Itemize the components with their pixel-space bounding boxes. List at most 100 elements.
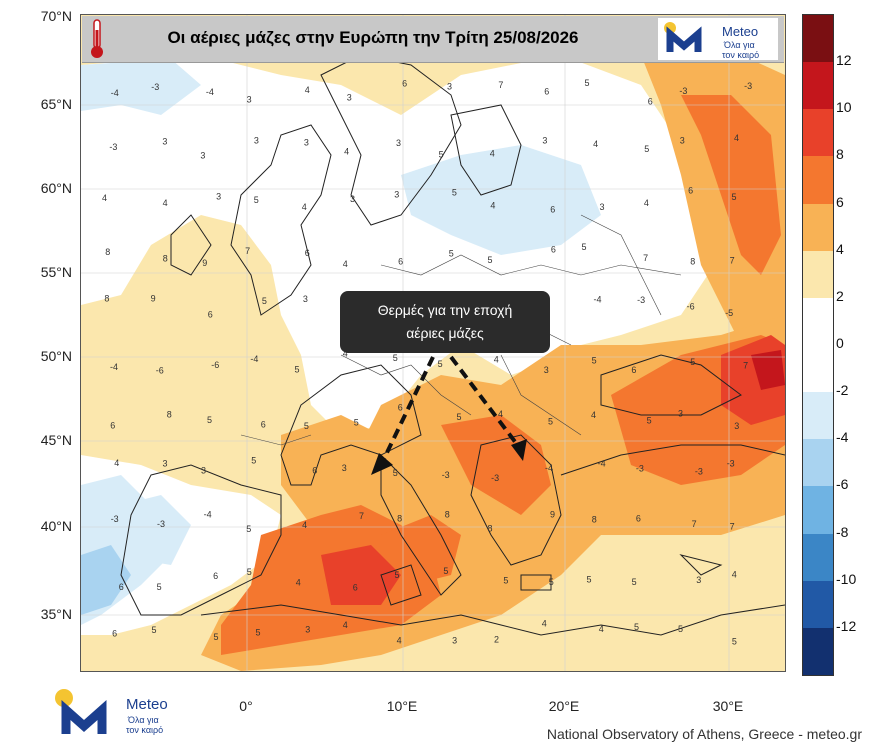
legend-color-cell <box>803 62 833 110</box>
legend-level-label: -2 <box>836 382 849 399</box>
map-value: 6 <box>208 310 213 320</box>
map-value: 4 <box>591 410 596 420</box>
map-value: 3 <box>201 466 206 476</box>
map-value: 7 <box>743 361 748 371</box>
map-value: 6 <box>544 87 549 97</box>
callout-line-1: Θερμές για την εποχή <box>377 302 513 318</box>
legend-color-cell <box>803 439 833 487</box>
very-hot-zone-africa <box>321 545 401 605</box>
legend-level-label: 8 <box>836 146 844 163</box>
map-value: 4 <box>490 200 495 210</box>
map-value: 8 <box>104 294 109 304</box>
meteo-m-logo-bottom-icon <box>55 689 107 734</box>
map-value: 3 <box>452 636 457 646</box>
graticule <box>81 15 785 671</box>
legend-level-label: 4 <box>836 240 844 257</box>
extreme-zone-ukraine <box>751 350 785 390</box>
map-value: 5 <box>634 622 639 632</box>
legend-color-cell <box>803 203 833 252</box>
map-value: 5 <box>157 582 162 592</box>
map-value: 3 <box>303 294 308 304</box>
map-value: 5 <box>214 632 219 642</box>
map-value: -6 <box>687 301 695 311</box>
map-value: 5 <box>207 415 212 425</box>
map-value: -3 <box>491 473 499 483</box>
map-value: 5 <box>304 421 309 431</box>
hot-zone-tyrrhenian <box>381 515 461 585</box>
map-value: 5 <box>262 296 267 306</box>
map-value: 3 <box>305 625 310 635</box>
map-value: -4 <box>545 463 553 473</box>
arrows <box>379 355 521 466</box>
legend-color-cell <box>803 250 833 299</box>
map-value: 3 <box>680 136 685 146</box>
map-title: Οι αέριες μάζες στην Ευρώπη την Τρίτη 25… <box>167 28 579 47</box>
arrow-head-right <box>511 439 527 461</box>
map-value: 6 <box>305 248 310 258</box>
map-value: 4 <box>343 348 348 358</box>
map-value: 5 <box>582 242 587 252</box>
logo-tagline-1-bottom: Όλα για <box>128 715 159 725</box>
lat-label: 40°N <box>40 518 72 534</box>
map-value: 5 <box>690 357 695 367</box>
cold-zone-scandinavia <box>401 145 601 255</box>
map-value: 5 <box>393 353 398 363</box>
map-value: 5 <box>457 412 462 422</box>
map-value: 5 <box>548 417 553 427</box>
map-value: 4 <box>163 198 168 208</box>
lat-label: 35°N <box>40 606 72 622</box>
map-value: -4 <box>206 87 214 97</box>
lat-label: 55°N <box>40 264 72 280</box>
map-value: -3 <box>727 458 735 468</box>
legend-color-cell <box>803 627 833 676</box>
map-value: 6 <box>550 204 555 214</box>
map-value: 3 <box>544 365 549 375</box>
legend-level-label: -10 <box>836 570 857 587</box>
map-value: 2 <box>494 634 499 644</box>
logo-tagline-2: τον καιρό <box>722 50 760 60</box>
map-value: 6 <box>688 186 693 196</box>
legend-level-label: 2 <box>836 287 844 304</box>
color-legend <box>802 14 834 676</box>
map-value: 5 <box>251 455 256 465</box>
map-value: 3 <box>678 408 683 418</box>
map-value: 5 <box>644 144 649 154</box>
map-value: 8 <box>167 409 172 419</box>
thermometer-icon <box>91 19 103 58</box>
map-value: -4 <box>111 88 119 98</box>
map-value: 5 <box>443 566 448 576</box>
meteo-logo-bottom: Meteo Όλα για τον καιρό <box>52 688 192 740</box>
map-value: 6 <box>398 256 403 266</box>
map-value: 3 <box>394 190 399 200</box>
map-value: 4 <box>593 139 598 149</box>
map-value: 4 <box>734 133 739 143</box>
map-value: 5 <box>549 577 554 587</box>
title-banner: Οι αέριες μάζες στην Ευρώπη την Τρίτη 25… <box>82 16 784 63</box>
map-value: 8 <box>488 524 493 534</box>
map-value: -3 <box>636 463 644 473</box>
map-value: 3 <box>247 95 252 105</box>
map-value: -4 <box>110 362 118 372</box>
map-value: 6 <box>119 582 124 592</box>
map-value: -3 <box>637 295 645 305</box>
lon-label: 30°E <box>712 698 744 714</box>
legend-level-label: 6 <box>836 193 844 210</box>
map-value: 9 <box>151 293 156 303</box>
map-value: 5 <box>395 570 400 580</box>
map-value: -3 <box>151 82 159 92</box>
map-value: 3 <box>162 137 167 147</box>
legend-color-cell <box>803 156 833 205</box>
lat-label: 60°N <box>40 180 72 196</box>
map-value: 6 <box>213 571 218 581</box>
map-value: 3 <box>350 194 355 204</box>
legend-color-cell <box>803 345 833 393</box>
temperature-anomaly-map: -4 -3 -4 3 4 3 6 3 7 6 5 6 -3 -3 -3 3 3 3 3 4 3 5 4 3 4 5 3 4 4 4 3 5 4 3… <box>80 14 786 672</box>
map-value: -3 <box>679 86 687 96</box>
credit-text: National Observatory of Athens, Greece -… <box>546 726 862 742</box>
map-value: 6 <box>631 365 636 375</box>
map-value: -4 <box>250 354 258 364</box>
map-value: -4 <box>594 295 602 305</box>
map-value: 8 <box>690 256 695 266</box>
map-value: 5 <box>678 624 683 634</box>
map-value: 5 <box>587 575 592 585</box>
